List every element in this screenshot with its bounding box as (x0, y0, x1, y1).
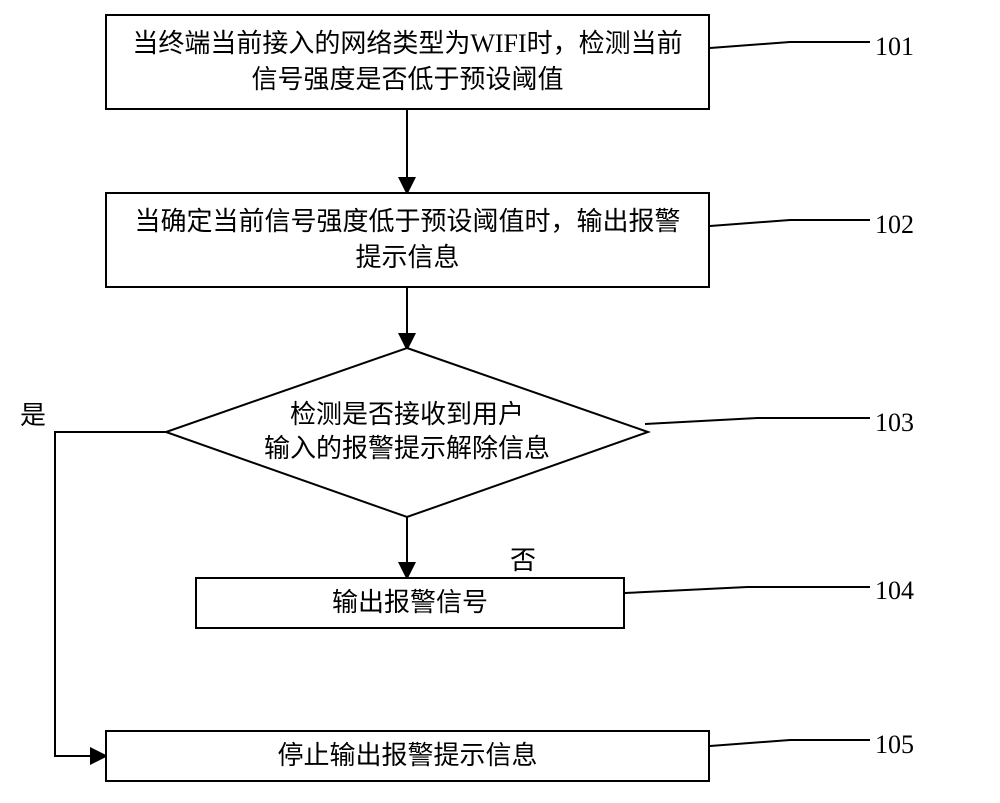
step-104: 输出报警信号 (195, 577, 625, 629)
step-102-text: 当确定当前信号强度低于预设阈值时，输出报警提示信息 (125, 204, 690, 277)
branch-yes-label: 是 (20, 395, 46, 432)
marker-105: 105 (875, 730, 914, 760)
step-101: 当终端当前接入的网络类型为WIFI时，检测当前信号强度是否低于预设阈值 (105, 14, 710, 110)
step-105: 停止输出报警提示信息 (105, 730, 710, 782)
decision-103-text: 检测是否接收到用户 输入的报警提示解除信息 (237, 398, 577, 466)
step-105-text: 停止输出报警提示信息 (277, 738, 537, 774)
marker-103: 103 (875, 408, 914, 438)
decision-line1: 检测是否接收到用户 (237, 398, 577, 432)
step-101-text: 当终端当前接入的网络类型为WIFI时，检测当前信号强度是否低于预设阈值 (125, 26, 690, 99)
marker-101: 101 (875, 32, 914, 62)
marker-102: 102 (875, 210, 914, 240)
step-102: 当确定当前信号强度低于预设阈值时，输出报警提示信息 (105, 192, 710, 288)
marker-104: 104 (875, 576, 914, 606)
step-104-text: 输出报警信号 (332, 585, 488, 621)
decision-line2: 输入的报警提示解除信息 (237, 432, 577, 466)
branch-no-label: 否 (510, 540, 536, 577)
